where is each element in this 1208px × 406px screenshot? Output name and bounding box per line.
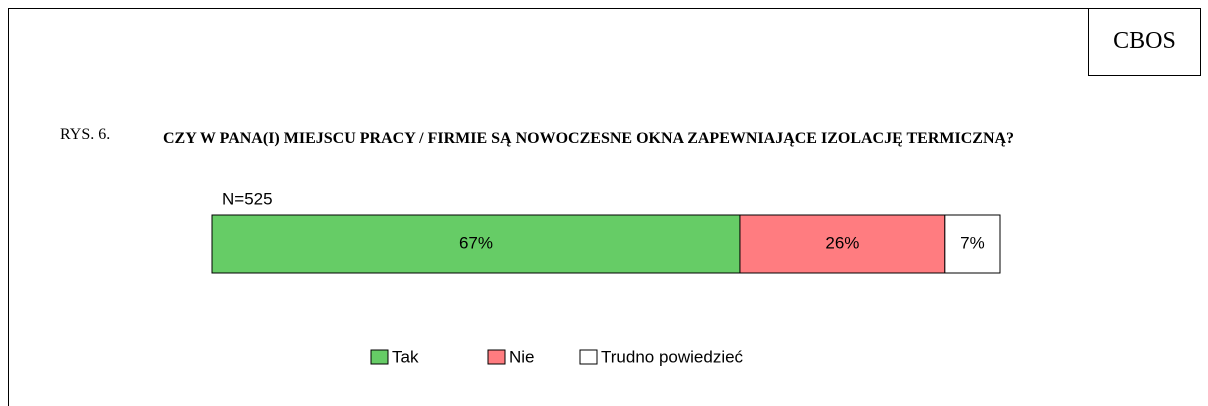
legend-swatch bbox=[579, 349, 598, 365]
bar-segment bbox=[944, 214, 1001, 274]
value-label: 67% bbox=[459, 233, 493, 252]
chart-title: CZY W PANA(I) MIEJSCU PRACY / FIRMIE SĄ … bbox=[163, 130, 1015, 147]
value-label: 26% bbox=[825, 233, 859, 252]
legend-swatch bbox=[487, 349, 506, 365]
value-label: 7% bbox=[960, 233, 985, 252]
figure-label: RYS. 6. bbox=[60, 126, 111, 143]
legend-label: Trudno powiedzieć bbox=[601, 347, 744, 366]
annotation: N=525 bbox=[222, 189, 273, 208]
bar-segment bbox=[211, 214, 741, 274]
legend-swatch bbox=[370, 349, 389, 365]
frame bbox=[8, 8, 1201, 406]
bar-segment bbox=[739, 214, 946, 274]
brand: CBOS bbox=[1088, 8, 1201, 76]
legend-label: Tak bbox=[392, 347, 419, 366]
legend-label: Nie bbox=[509, 347, 535, 366]
